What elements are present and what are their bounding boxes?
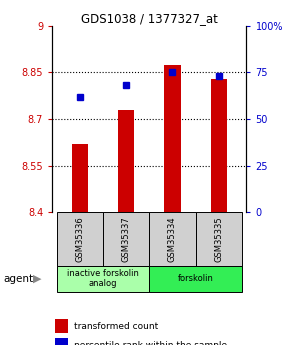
Bar	[57, 266, 149, 292]
Bar	[72, 144, 88, 212]
Bar	[164, 65, 181, 212]
Bar	[149, 212, 196, 266]
Text: ▶: ▶	[33, 274, 42, 284]
Text: GSM35337: GSM35337	[122, 216, 131, 262]
Bar	[149, 266, 242, 292]
Bar	[103, 212, 149, 266]
Text: agent: agent	[3, 274, 33, 284]
Bar	[118, 110, 134, 212]
Text: inactive forskolin
analog: inactive forskolin analog	[67, 269, 139, 288]
Text: forskolin: forskolin	[178, 274, 213, 283]
Bar	[57, 212, 103, 266]
Title: GDS1038 / 1377327_at: GDS1038 / 1377327_at	[81, 12, 218, 25]
Bar	[196, 212, 242, 266]
Text: transformed count: transformed count	[74, 322, 158, 331]
Text: GSM35335: GSM35335	[214, 216, 223, 262]
Bar	[211, 79, 227, 212]
Text: GSM35336: GSM35336	[75, 216, 84, 262]
Text: percentile rank within the sample: percentile rank within the sample	[74, 341, 227, 345]
Text: GSM35334: GSM35334	[168, 216, 177, 262]
